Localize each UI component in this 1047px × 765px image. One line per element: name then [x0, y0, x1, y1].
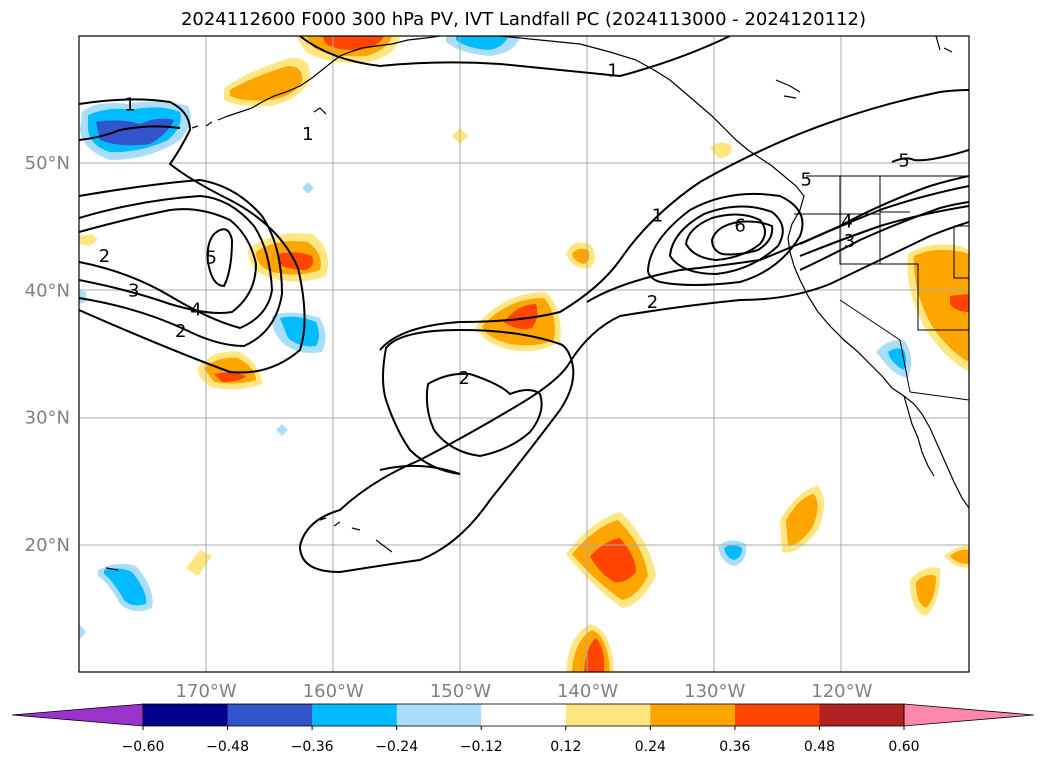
- pv-negative-region: [280, 316, 319, 347]
- colorbar-tick-label: 0.60: [888, 739, 919, 755]
- pv-positive-region: [590, 538, 636, 583]
- colorbar-tick-label: −0.48: [206, 739, 249, 755]
- colorbar-swatch: [481, 704, 567, 726]
- colorbar-swatch: [650, 704, 736, 726]
- colorbar-tick-label: 0.48: [804, 739, 835, 755]
- colorbar: −0.60 −0.48 −0.36 −0.24 −0.12 0.12 0.24 0.36 0.4…: [11, 703, 1035, 755]
- contour-label: 2: [99, 246, 110, 267]
- pv-positive-region: [786, 494, 818, 546]
- borders: [794, 175, 969, 401]
- colorbar-tick-label: 0.12: [550, 739, 581, 755]
- pv-negative-region: [79, 290, 86, 304]
- pv-positive-region: [230, 66, 303, 101]
- contour-label: 5: [898, 151, 909, 172]
- colorbar-over-arrow: [903, 703, 1035, 727]
- pv-positive-region: [214, 372, 246, 382]
- contour-label: 4: [841, 212, 852, 233]
- pv-negative-region: [79, 624, 86, 640]
- pv-positive-region: [79, 234, 98, 246]
- colorbar-swatch: [312, 704, 398, 726]
- pv-negative-region: [276, 424, 288, 436]
- longitude-label: 150°W: [430, 681, 491, 702]
- contour-label: 1: [302, 124, 313, 145]
- pv-negative-region: [96, 118, 174, 146]
- colorbar-tick-label: 0.36: [719, 739, 750, 755]
- colorbar-swatch: [819, 704, 905, 726]
- latitude-label: 50°N: [25, 153, 70, 174]
- contour-label: 2: [175, 321, 186, 342]
- pv-positive-region: [710, 142, 732, 158]
- latitude-label: 30°N: [25, 408, 70, 429]
- pv-shading: [79, 36, 969, 672]
- coastlines: [105, 36, 969, 571]
- contour-label: 6: [734, 216, 745, 237]
- pv-positive-region: [504, 304, 538, 330]
- colorbar-swatch: [227, 704, 313, 726]
- colorbar-tick-label: 0.24: [635, 739, 666, 755]
- colorbar-tick-label: −0.60: [122, 739, 165, 755]
- colorbar-under-arrow: [11, 703, 144, 727]
- colorbar-swatch: [734, 704, 820, 726]
- latitude-label: 40°N: [25, 280, 70, 301]
- pv-positive-region: [916, 574, 936, 608]
- pv-negative-region: [104, 568, 147, 606]
- pv-positive-region: [950, 549, 969, 564]
- pv-negative-region: [456, 36, 508, 50]
- pv-positive-region: [950, 294, 969, 312]
- contour-label: 1: [124, 95, 135, 116]
- longitude-label: 170°W: [176, 681, 237, 702]
- colorbar-swatch: [396, 704, 482, 726]
- longitude-label: 140°W: [557, 681, 618, 702]
- colorbar-tick-label: −0.36: [291, 739, 334, 755]
- colorbar-tick-label: −0.12: [460, 739, 503, 755]
- colorbar-swatch: [565, 704, 651, 726]
- longitude-labels: 170°W 160°W 150°W 140°W 130°W 120°W: [176, 681, 873, 702]
- pv-negative-region: [888, 348, 906, 370]
- latitude-label: 20°N: [25, 535, 70, 556]
- contour-label: 5: [801, 170, 812, 191]
- contour-label: 1: [607, 60, 618, 81]
- longitude-label: 160°W: [303, 681, 364, 702]
- colorbar-swatch: [143, 704, 229, 726]
- contour-label: 5: [206, 247, 217, 268]
- pv-positive-region: [572, 248, 590, 264]
- contour-label: 3: [128, 280, 139, 301]
- contour-label: 1: [652, 205, 663, 226]
- longitude-label: 120°W: [811, 681, 872, 702]
- map-frame: [78, 35, 970, 673]
- latitude-labels: 50°N 40°N 30°N 20°N: [25, 153, 70, 556]
- pv-negative-region: [724, 545, 742, 560]
- pv-contours: [79, 36, 969, 574]
- gridlines: [79, 36, 969, 672]
- pv-negative-region: [302, 182, 314, 194]
- pv-positive-region: [584, 638, 605, 672]
- contour-label: 4: [190, 299, 201, 320]
- longitude-label: 130°W: [684, 681, 745, 702]
- contour-label: 3: [844, 231, 855, 252]
- colorbar-tick-label: −0.24: [375, 739, 418, 755]
- contour-label: 2: [459, 368, 470, 389]
- map-title: 2024112600 F000 300 hPa PV, IVT Landfall…: [180, 9, 867, 30]
- contour-label: 2: [647, 292, 658, 313]
